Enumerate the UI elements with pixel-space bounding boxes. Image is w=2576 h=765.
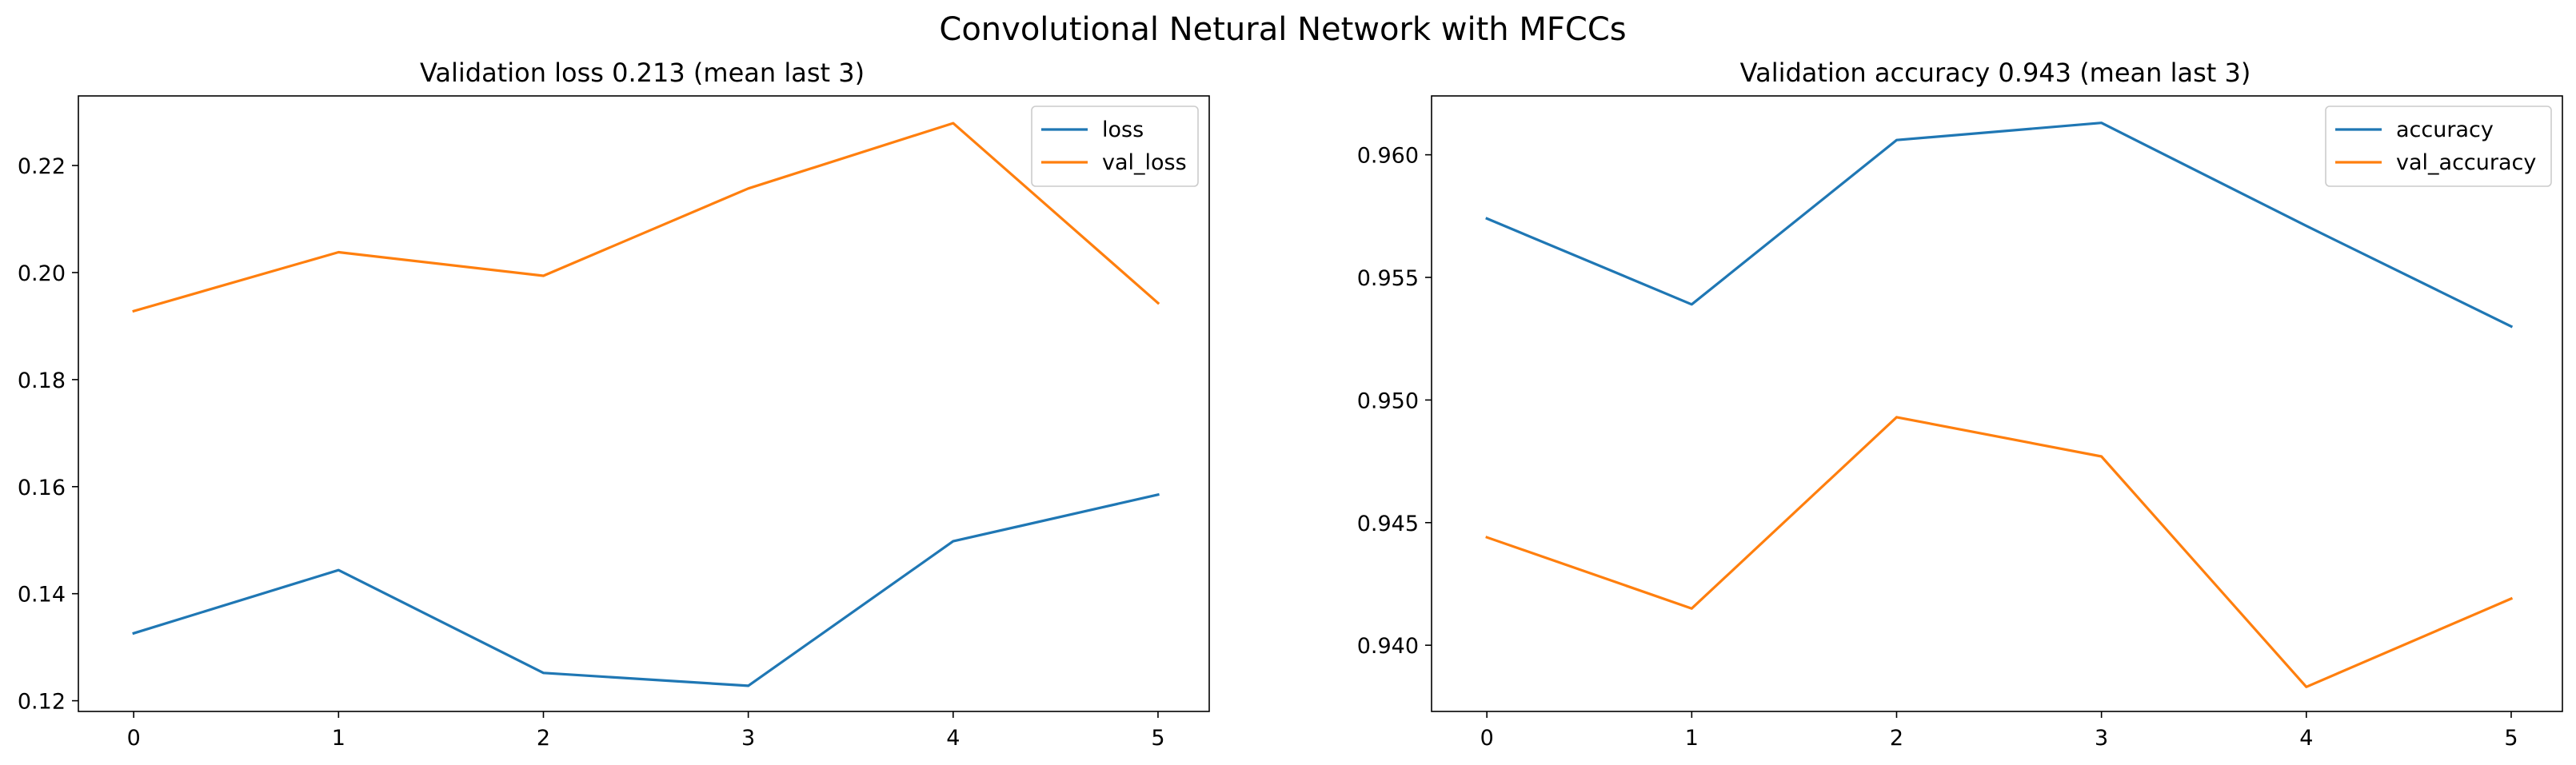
legend-box — [2325, 106, 2552, 187]
x-tick-label: 0 — [1480, 726, 1494, 751]
series-line-loss — [132, 492, 1160, 687]
y-tick-label: 0.950 — [1357, 388, 1419, 413]
plot-frame — [1431, 95, 2563, 712]
x-tick-label: 4 — [946, 726, 960, 751]
series-line-val-accuracy — [1485, 416, 2514, 688]
legend-label: loss — [1102, 118, 1144, 142]
y-tick-label: 0.940 — [1357, 634, 1419, 659]
figure-title: Convolutional Netural Network with MFCCs — [939, 11, 1626, 48]
x-tick-label: 2 — [537, 726, 550, 751]
x-tick-label: 5 — [2504, 726, 2518, 751]
chart-title: Validation accuracy 0.943 (mean last 3) — [1740, 58, 2251, 88]
y-tick-label: 0.18 — [18, 369, 66, 393]
legend-label: accuracy — [2396, 118, 2494, 142]
y-tick-label: 0.955 — [1357, 266, 1419, 291]
x-tick-label: 1 — [332, 726, 345, 751]
y-tick-label: 0.945 — [1357, 512, 1419, 536]
x-tick-label: 3 — [741, 726, 755, 751]
x-tick-label: 5 — [1151, 726, 1164, 751]
chart-validation-loss: Validation loss 0.213 (mean last 3) 0 1 2 3… — [18, 58, 1210, 751]
y-tick-label: 0.16 — [18, 476, 66, 500]
series-line-val-loss — [132, 122, 1160, 313]
x-tick-label: 0 — [127, 726, 141, 751]
legend-label: val_accuracy — [2396, 150, 2536, 175]
y-tick-label: 0.12 — [18, 690, 66, 715]
chart-title: Validation loss 0.213 (mean last 3) — [420, 58, 865, 88]
chart-validation-accuracy: Validation accuracy 0.943 (mean last 3) … — [1357, 58, 2563, 751]
plot-frame — [78, 95, 1210, 712]
y-tick-label: 0.20 — [18, 261, 66, 286]
series-line-accuracy — [1485, 122, 2514, 329]
legend-box — [1031, 106, 1199, 187]
y-tick-label: 0.14 — [18, 583, 66, 608]
y-tick-label: 0.22 — [18, 154, 66, 179]
y-tick-label: 0.960 — [1357, 144, 1419, 169]
x-tick-label: 1 — [1685, 726, 1699, 751]
x-tick-label: 4 — [2299, 726, 2313, 751]
x-tick-label: 2 — [1890, 726, 1903, 751]
legend-label: val_loss — [1102, 150, 1187, 175]
x-tick-label: 3 — [2095, 726, 2108, 751]
